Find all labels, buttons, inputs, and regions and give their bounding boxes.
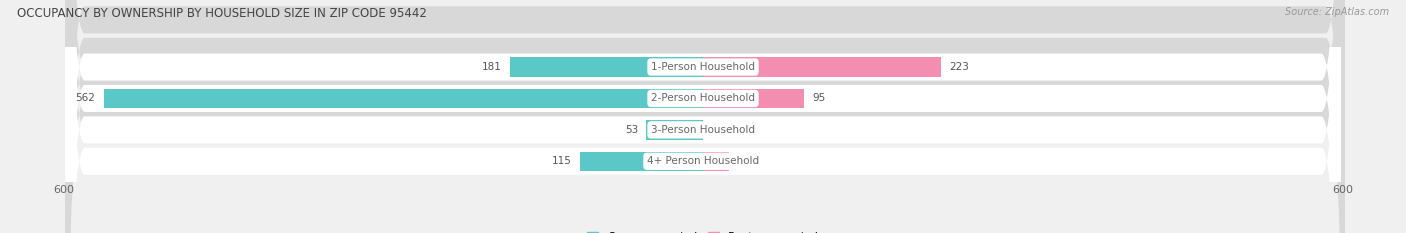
Bar	[581, 152, 703, 171]
FancyBboxPatch shape	[66, 0, 1340, 233]
Text: 0: 0	[711, 125, 718, 135]
Text: Source: ZipAtlas.com: Source: ZipAtlas.com	[1285, 7, 1389, 17]
FancyBboxPatch shape	[66, 0, 1346, 233]
Text: 95: 95	[813, 93, 827, 103]
Bar	[703, 152, 728, 171]
Text: OCCUPANCY BY OWNERSHIP BY HOUSEHOLD SIZE IN ZIP CODE 95442: OCCUPANCY BY OWNERSHIP BY HOUSEHOLD SIZE…	[17, 7, 427, 20]
Bar	[510, 57, 703, 77]
Bar	[703, 57, 941, 77]
Text: 2-Person Household: 2-Person Household	[651, 93, 755, 103]
Text: 181: 181	[482, 62, 502, 72]
Text: 24: 24	[737, 156, 751, 166]
Text: 3-Person Household: 3-Person Household	[651, 125, 755, 135]
FancyBboxPatch shape	[66, 0, 1346, 233]
Text: 53: 53	[624, 125, 638, 135]
FancyBboxPatch shape	[66, 0, 1340, 233]
Bar	[703, 89, 804, 108]
FancyBboxPatch shape	[66, 0, 1346, 233]
Bar	[647, 120, 703, 140]
FancyBboxPatch shape	[66, 0, 1340, 233]
FancyBboxPatch shape	[66, 0, 1346, 233]
Text: 1-Person Household: 1-Person Household	[651, 62, 755, 72]
Text: 115: 115	[553, 156, 572, 166]
Bar	[104, 89, 703, 108]
Text: 4+ Person Household: 4+ Person Household	[647, 156, 759, 166]
Text: 223: 223	[949, 62, 969, 72]
FancyBboxPatch shape	[66, 0, 1340, 233]
Text: 562: 562	[76, 93, 96, 103]
Legend: Owner-occupied, Renter-occupied: Owner-occupied, Renter-occupied	[582, 227, 824, 233]
